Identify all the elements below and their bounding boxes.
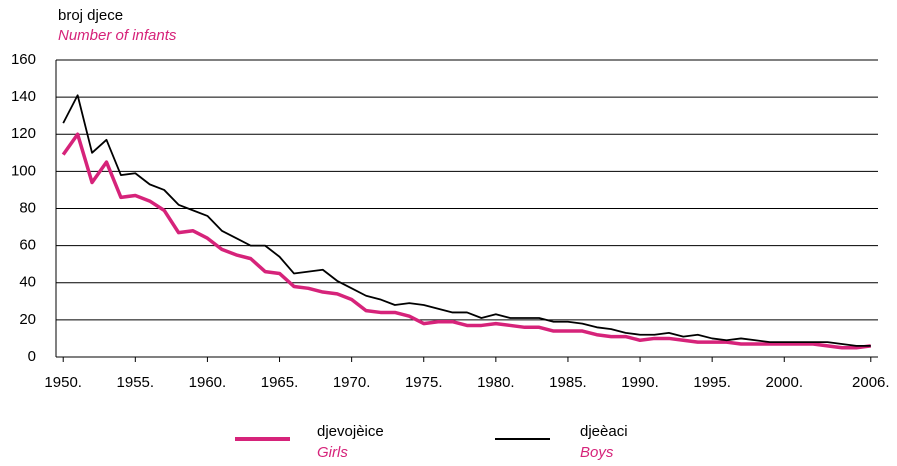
x-tick-label: 1985. bbox=[549, 374, 587, 391]
x-tick-label: 2000. bbox=[765, 374, 803, 391]
x-tick-label: 1960. bbox=[189, 374, 227, 391]
legend-label-en: Girls bbox=[317, 444, 348, 461]
y-tick-label: 80 bbox=[19, 199, 36, 216]
x-tick-label: 2006. bbox=[852, 374, 890, 391]
y-axis-label-en: Number of infants bbox=[58, 27, 177, 44]
x-tick-label: 1955. bbox=[117, 374, 155, 391]
x-tick-label: 1995. bbox=[693, 374, 731, 391]
legend-label: djevojèice bbox=[317, 423, 384, 440]
legend-label-en: Boys bbox=[580, 444, 614, 461]
y-tick-label: 100 bbox=[11, 162, 36, 179]
x-tick-label: 1975. bbox=[405, 374, 443, 391]
y-tick-label: 160 bbox=[11, 51, 36, 68]
y-tick-label: 0 bbox=[28, 348, 36, 365]
y-tick-label: 20 bbox=[19, 311, 36, 328]
x-tick-label: 1980. bbox=[477, 374, 515, 391]
x-tick-label: 1990. bbox=[621, 374, 659, 391]
x-tick-label: 1965. bbox=[261, 374, 299, 391]
series-line bbox=[61, 132, 872, 350]
legend-label: djeèaci bbox=[580, 423, 628, 440]
series-line bbox=[62, 94, 871, 347]
x-tick-label: 1950. bbox=[44, 374, 82, 391]
y-axis-label: broj djece bbox=[58, 7, 123, 24]
x-tick-label: 1970. bbox=[333, 374, 371, 391]
y-tick-label: 60 bbox=[19, 237, 36, 254]
y-tick-label: 40 bbox=[19, 274, 36, 291]
y-tick-label: 140 bbox=[11, 88, 36, 105]
y-tick-label: 120 bbox=[11, 125, 36, 142]
